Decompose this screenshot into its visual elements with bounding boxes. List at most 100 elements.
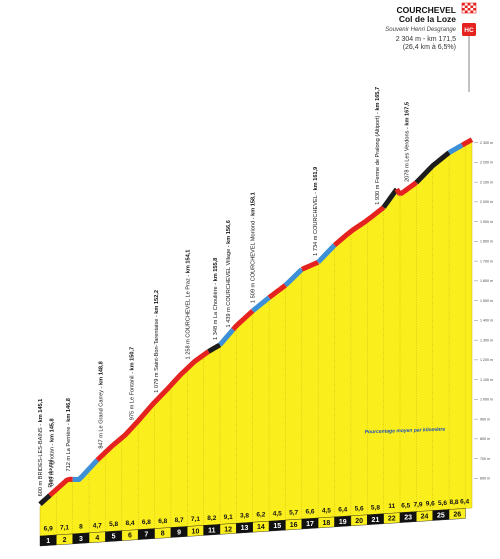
- waypoint-label: 847 m Le Grand Carrey - km 148,8: [99, 361, 105, 448]
- km-number: 25: [437, 513, 445, 520]
- waypoint-label: 1 258 m COURCHEVEL Le Praz - km 154,1: [185, 250, 191, 360]
- hc-badge-label: HC: [464, 27, 474, 34]
- km-number: 24: [421, 514, 429, 521]
- summit-header: COURCHEVEL Col de la Loze Souvenir Henri…: [385, 2, 477, 92]
- gradient-segment: [218, 327, 235, 347]
- y-tick-label: 1 400 m: [480, 319, 493, 323]
- waypoint-label: 649 m Vignotan - km 145,8: [49, 418, 55, 486]
- km-gradient: 11: [388, 503, 395, 510]
- flag-check: [473, 8, 476, 11]
- gradient-segment: [316, 243, 337, 264]
- km-gradient: 5,6: [438, 500, 447, 507]
- km-gradient: 7,1: [60, 524, 69, 531]
- summit-name-1: COURCHEVEL: [396, 5, 456, 15]
- gradient-segment: [48, 476, 73, 498]
- gradient-segment: [460, 137, 474, 148]
- km-number: 19: [339, 519, 347, 526]
- flag-check: [464, 5, 468, 8]
- y-tick-label: 1 100 m: [480, 378, 493, 382]
- waypoint-label: 975 m Le Fontanil - km 150,7: [130, 347, 136, 420]
- km-gradient: 9,6: [426, 501, 435, 508]
- y-tick-label: 1 500 m: [480, 299, 493, 303]
- y-axis-ticks: 600 m 700 m 800 m 900 m 1 000 m 1 100 m 1 200 …: [474, 141, 493, 481]
- gradient-segment: [283, 267, 304, 288]
- hc-badge: [462, 23, 476, 36]
- waypoint-label: 1 079 m Saint-Bon-Tarentaise - km 152,2: [154, 290, 160, 393]
- km-number: 26: [453, 511, 461, 518]
- y-tick-label: 2 100 m: [480, 180, 493, 184]
- km-gradient: 5,6: [355, 505, 364, 512]
- gradient-segment: [381, 187, 399, 209]
- gradient-segment: [394, 180, 418, 196]
- km-number: 18: [322, 520, 330, 527]
- km-number: 21: [372, 517, 380, 524]
- km-number: 11: [208, 527, 216, 534]
- km-gradient: 6,2: [256, 512, 265, 519]
- km-gradient: 7,9: [413, 502, 422, 509]
- y-tick-label: 1 300 m: [480, 338, 493, 342]
- gradient-segment: [251, 295, 271, 313]
- km-gradient: 6,9: [44, 525, 53, 532]
- y-tick-label: 2 000 m: [480, 200, 493, 204]
- km-gradient: 6,6: [305, 509, 314, 516]
- km-gradient: 5,7: [289, 510, 298, 517]
- waypoint-annotations: 600 m BRIDES-LES-BAINS - km 145,1 Pied du…: [38, 87, 411, 496]
- y-tick-label: 1 800 m: [480, 240, 493, 244]
- flag-check: [462, 8, 465, 11]
- waypoint-label: 1 509 m COURCHEVEL Moriond - km 158,1: [251, 192, 257, 303]
- km-gradient: 8,4: [125, 520, 134, 527]
- waypoint-label: 712 m La Perrière - km 146,8: [66, 398, 72, 471]
- waypoint-label: 1 734 m COURCHEVEL - km 161,9: [313, 167, 319, 256]
- summit-length: (26,4 km à 6,5%): [403, 44, 456, 51]
- km-gradient: 9,1: [224, 514, 233, 521]
- y-tick-label: 2 200 m: [480, 161, 493, 165]
- y-tick-label: 2 300 m: [480, 141, 493, 145]
- waypoint-label: 1 930 m Ferme de Pralong (Altiport) - km…: [375, 87, 381, 205]
- km-number: 23: [404, 515, 412, 522]
- y-tick-label: 1 700 m: [480, 259, 493, 263]
- km-box: [448, 508, 466, 520]
- gradient-segment: [207, 342, 222, 354]
- km-number: 2: [63, 537, 67, 544]
- y-tick-label: 700 m: [480, 457, 490, 461]
- km-gradient: 8: [79, 523, 83, 530]
- km-gradient: 6,4: [338, 506, 347, 513]
- km-gradient: 4,7: [93, 522, 102, 529]
- km-axis: 1 2 3 4 5 6 7 8 9 10 11 12 13 14 15 16 17 18 19 20 21 22 23 24 2…: [39, 508, 466, 547]
- y-tick-label: 1 200 m: [480, 358, 493, 362]
- gradient-segment: [414, 150, 451, 185]
- y-tick-label: 600 m: [480, 477, 490, 481]
- km-number: 16: [290, 522, 298, 529]
- gradient-segment: [447, 142, 464, 155]
- km-number: 6: [128, 533, 132, 540]
- waypoint-label: Pied du col: [48, 460, 54, 488]
- y-tick-label: 1 600 m: [480, 279, 493, 283]
- km-number: 13: [241, 525, 249, 532]
- flag-check: [470, 5, 474, 8]
- flag-check: [473, 3, 476, 6]
- km-number: 5: [112, 534, 116, 541]
- flag-checks: [462, 3, 476, 13]
- km-number: 7: [144, 532, 148, 539]
- y-tick-label: 1 000 m: [480, 398, 493, 402]
- km-number: 10: [192, 528, 200, 535]
- gradient-segment: [332, 205, 386, 248]
- legend-text: Pourcentage moyen par kilomètre: [365, 427, 446, 436]
- flag-check: [467, 8, 471, 11]
- km-gradient: 8,8: [449, 499, 458, 506]
- km-number: 1: [46, 538, 50, 545]
- waypoint-label: 2078 m Les Verdons - km 167,5: [405, 102, 411, 182]
- km-gradient: 6,8: [142, 519, 151, 526]
- km-gradient: 3,8: [240, 513, 249, 520]
- gradient-segment: [95, 349, 211, 462]
- km-number: 22: [388, 516, 396, 523]
- gradient-stroke-group: [38, 137, 474, 507]
- gradient-segment: [300, 259, 320, 272]
- waypoint-label: 1 348 m La Choulière - km 155,8: [213, 258, 219, 340]
- km-gradient: 4,5: [273, 511, 282, 518]
- km-number: 9: [177, 529, 181, 536]
- gradient-segment: [38, 493, 52, 507]
- summit-altitude: 2 304 m - km 171,5: [396, 36, 456, 43]
